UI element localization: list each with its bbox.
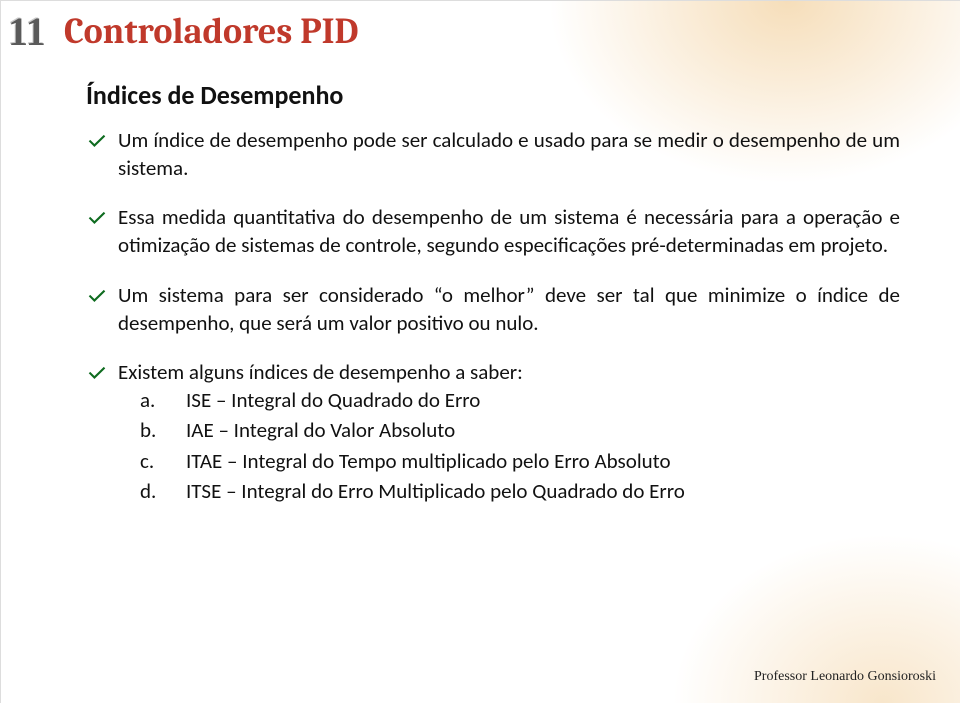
list-letter: a.: [140, 385, 168, 415]
slide-content: Índices de Desempenho Um índice de desem…: [0, 61, 960, 507]
bullet-text: Existem alguns índices de desempenho a s…: [118, 359, 900, 387]
slide-title: Controladores PID: [64, 11, 358, 52]
footer-author: Professor Leonardo Gonsioroski: [754, 669, 936, 685]
bullet-item: Essa medida quantitativa do desempenho d…: [86, 204, 900, 259]
list-text: ISE – Integral do Quadrado do Erro: [186, 385, 480, 415]
list-letter: d.: [140, 476, 168, 506]
list-text: IAE – Integral do Valor Absoluto: [186, 415, 455, 445]
check-icon: [86, 359, 108, 383]
content-heading: Índices de Desempenho: [86, 79, 900, 111]
bullet-text: Um índice de desempenho pode ser calcula…: [118, 127, 900, 182]
bullet-item: Existem alguns índices de desempenho a s…: [86, 359, 900, 387]
list-item: c. ITAE – Integral do Tempo multiplicado…: [140, 446, 900, 476]
list-item: a. ISE – Integral do Quadrado do Erro: [140, 385, 900, 415]
slide-header: 11 Controladores PID: [0, 0, 960, 55]
list-item: d. ITSE – Integral do Erro Multiplicado …: [140, 476, 900, 506]
bullet-item: Um índice de desempenho pode ser calcula…: [86, 127, 900, 182]
sub-list: a. ISE – Integral do Quadrado do Erro b.…: [140, 385, 900, 507]
check-icon: [86, 282, 108, 306]
slide-number: 11: [8, 8, 64, 55]
list-item: b. IAE – Integral do Valor Absoluto: [140, 415, 900, 445]
bullet-item: Um sistema para ser considerado “o melho…: [86, 282, 900, 337]
bullet-text: Essa medida quantitativa do desempenho d…: [118, 204, 900, 259]
list-letter: b.: [140, 415, 168, 445]
list-text: ITAE – Integral do Tempo multiplicado pe…: [186, 446, 671, 476]
list-letter: c.: [140, 446, 168, 476]
bullet-text: Um sistema para ser considerado “o melho…: [118, 282, 900, 337]
check-icon: [86, 127, 108, 151]
check-icon: [86, 204, 108, 228]
list-text: ITSE – Integral do Erro Multiplicado pel…: [186, 476, 685, 506]
